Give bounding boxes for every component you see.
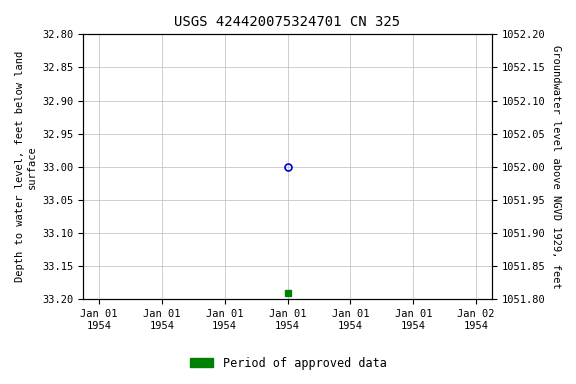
Title: USGS 424420075324701 CN 325: USGS 424420075324701 CN 325 xyxy=(175,15,401,29)
Legend: Period of approved data: Period of approved data xyxy=(185,352,391,374)
Y-axis label: Groundwater level above NGVD 1929, feet: Groundwater level above NGVD 1929, feet xyxy=(551,45,561,289)
Y-axis label: Depth to water level, feet below land
surface: Depth to water level, feet below land su… xyxy=(15,51,37,282)
